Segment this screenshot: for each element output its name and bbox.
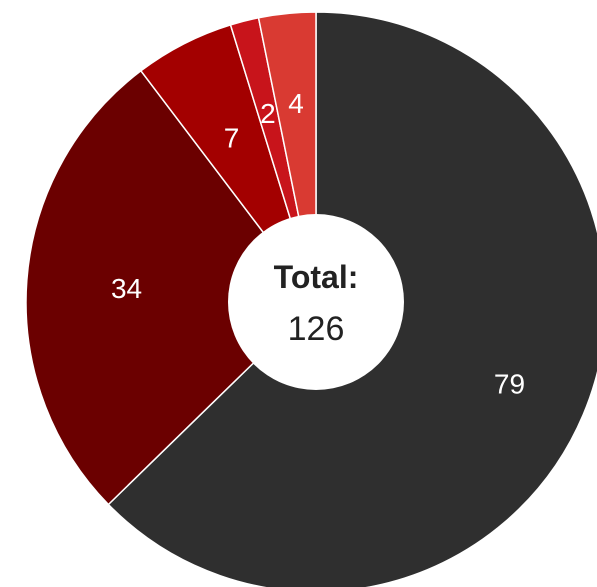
- donut-hole: [228, 214, 404, 390]
- slice-label-34: 34: [111, 273, 142, 304]
- slice-label-79: 79: [494, 369, 525, 400]
- center-total-label: Total:: [274, 259, 359, 295]
- slice-label-4: 4: [288, 88, 304, 119]
- center-total-value: 126: [288, 310, 345, 348]
- labels-group: 79 34 72 4: [111, 88, 525, 400]
- slice-34: [25, 69, 317, 506]
- slice-label-7: 7: [224, 122, 240, 153]
- slice-label-2: 2: [260, 98, 276, 129]
